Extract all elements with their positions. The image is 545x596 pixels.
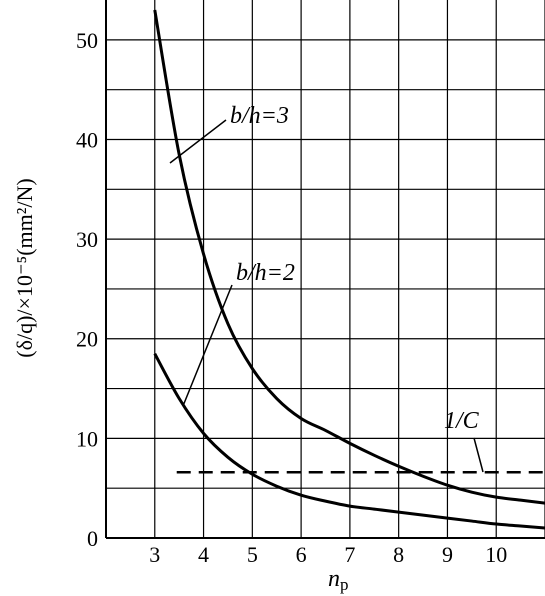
leader-b-h-2 (182, 284, 233, 407)
series-layer (153, 9, 545, 530)
y-tick-label: 0 (87, 526, 98, 551)
leader-b-h-3 (169, 119, 227, 164)
x-tick-label: 4 (198, 542, 209, 567)
x-tick-label: 3 (149, 542, 160, 567)
grid (105, 0, 545, 539)
series-line-b-h-2 (153, 352, 545, 530)
x-axis-label-sub: p (340, 575, 349, 594)
x-tick-label: 10 (485, 542, 507, 567)
label-b-h-3: b/h=3 (230, 103, 289, 129)
y-tick-label: 30 (76, 227, 98, 252)
series-line-b-h-3 (153, 9, 545, 505)
y-tick-label: 10 (76, 426, 98, 451)
x-tick-label: 5 (247, 542, 258, 567)
x-tick-label: 8 (393, 542, 404, 567)
y-tick-label: 50 (76, 28, 98, 53)
x-tick-label: 9 (442, 542, 453, 567)
y-axis-label: (δ/q)/×10⁻⁵(mm²/N) (12, 178, 37, 357)
leader-1-c (473, 437, 484, 473)
label-1-c: 1/C (444, 408, 480, 434)
label-b-h-2: b/h=2 (236, 260, 295, 286)
x-axis-label: np (328, 566, 349, 594)
x-tick-label: 7 (344, 542, 355, 567)
x-axis-label-main: n (328, 566, 340, 592)
tick-labels: 3 4 5 6 7 8 9 10 0 10 20 30 40 50 (76, 28, 507, 567)
y-tick-label: 40 (76, 127, 98, 152)
x-tick-label: 6 (296, 542, 307, 567)
y-tick-label: 20 (76, 327, 98, 352)
